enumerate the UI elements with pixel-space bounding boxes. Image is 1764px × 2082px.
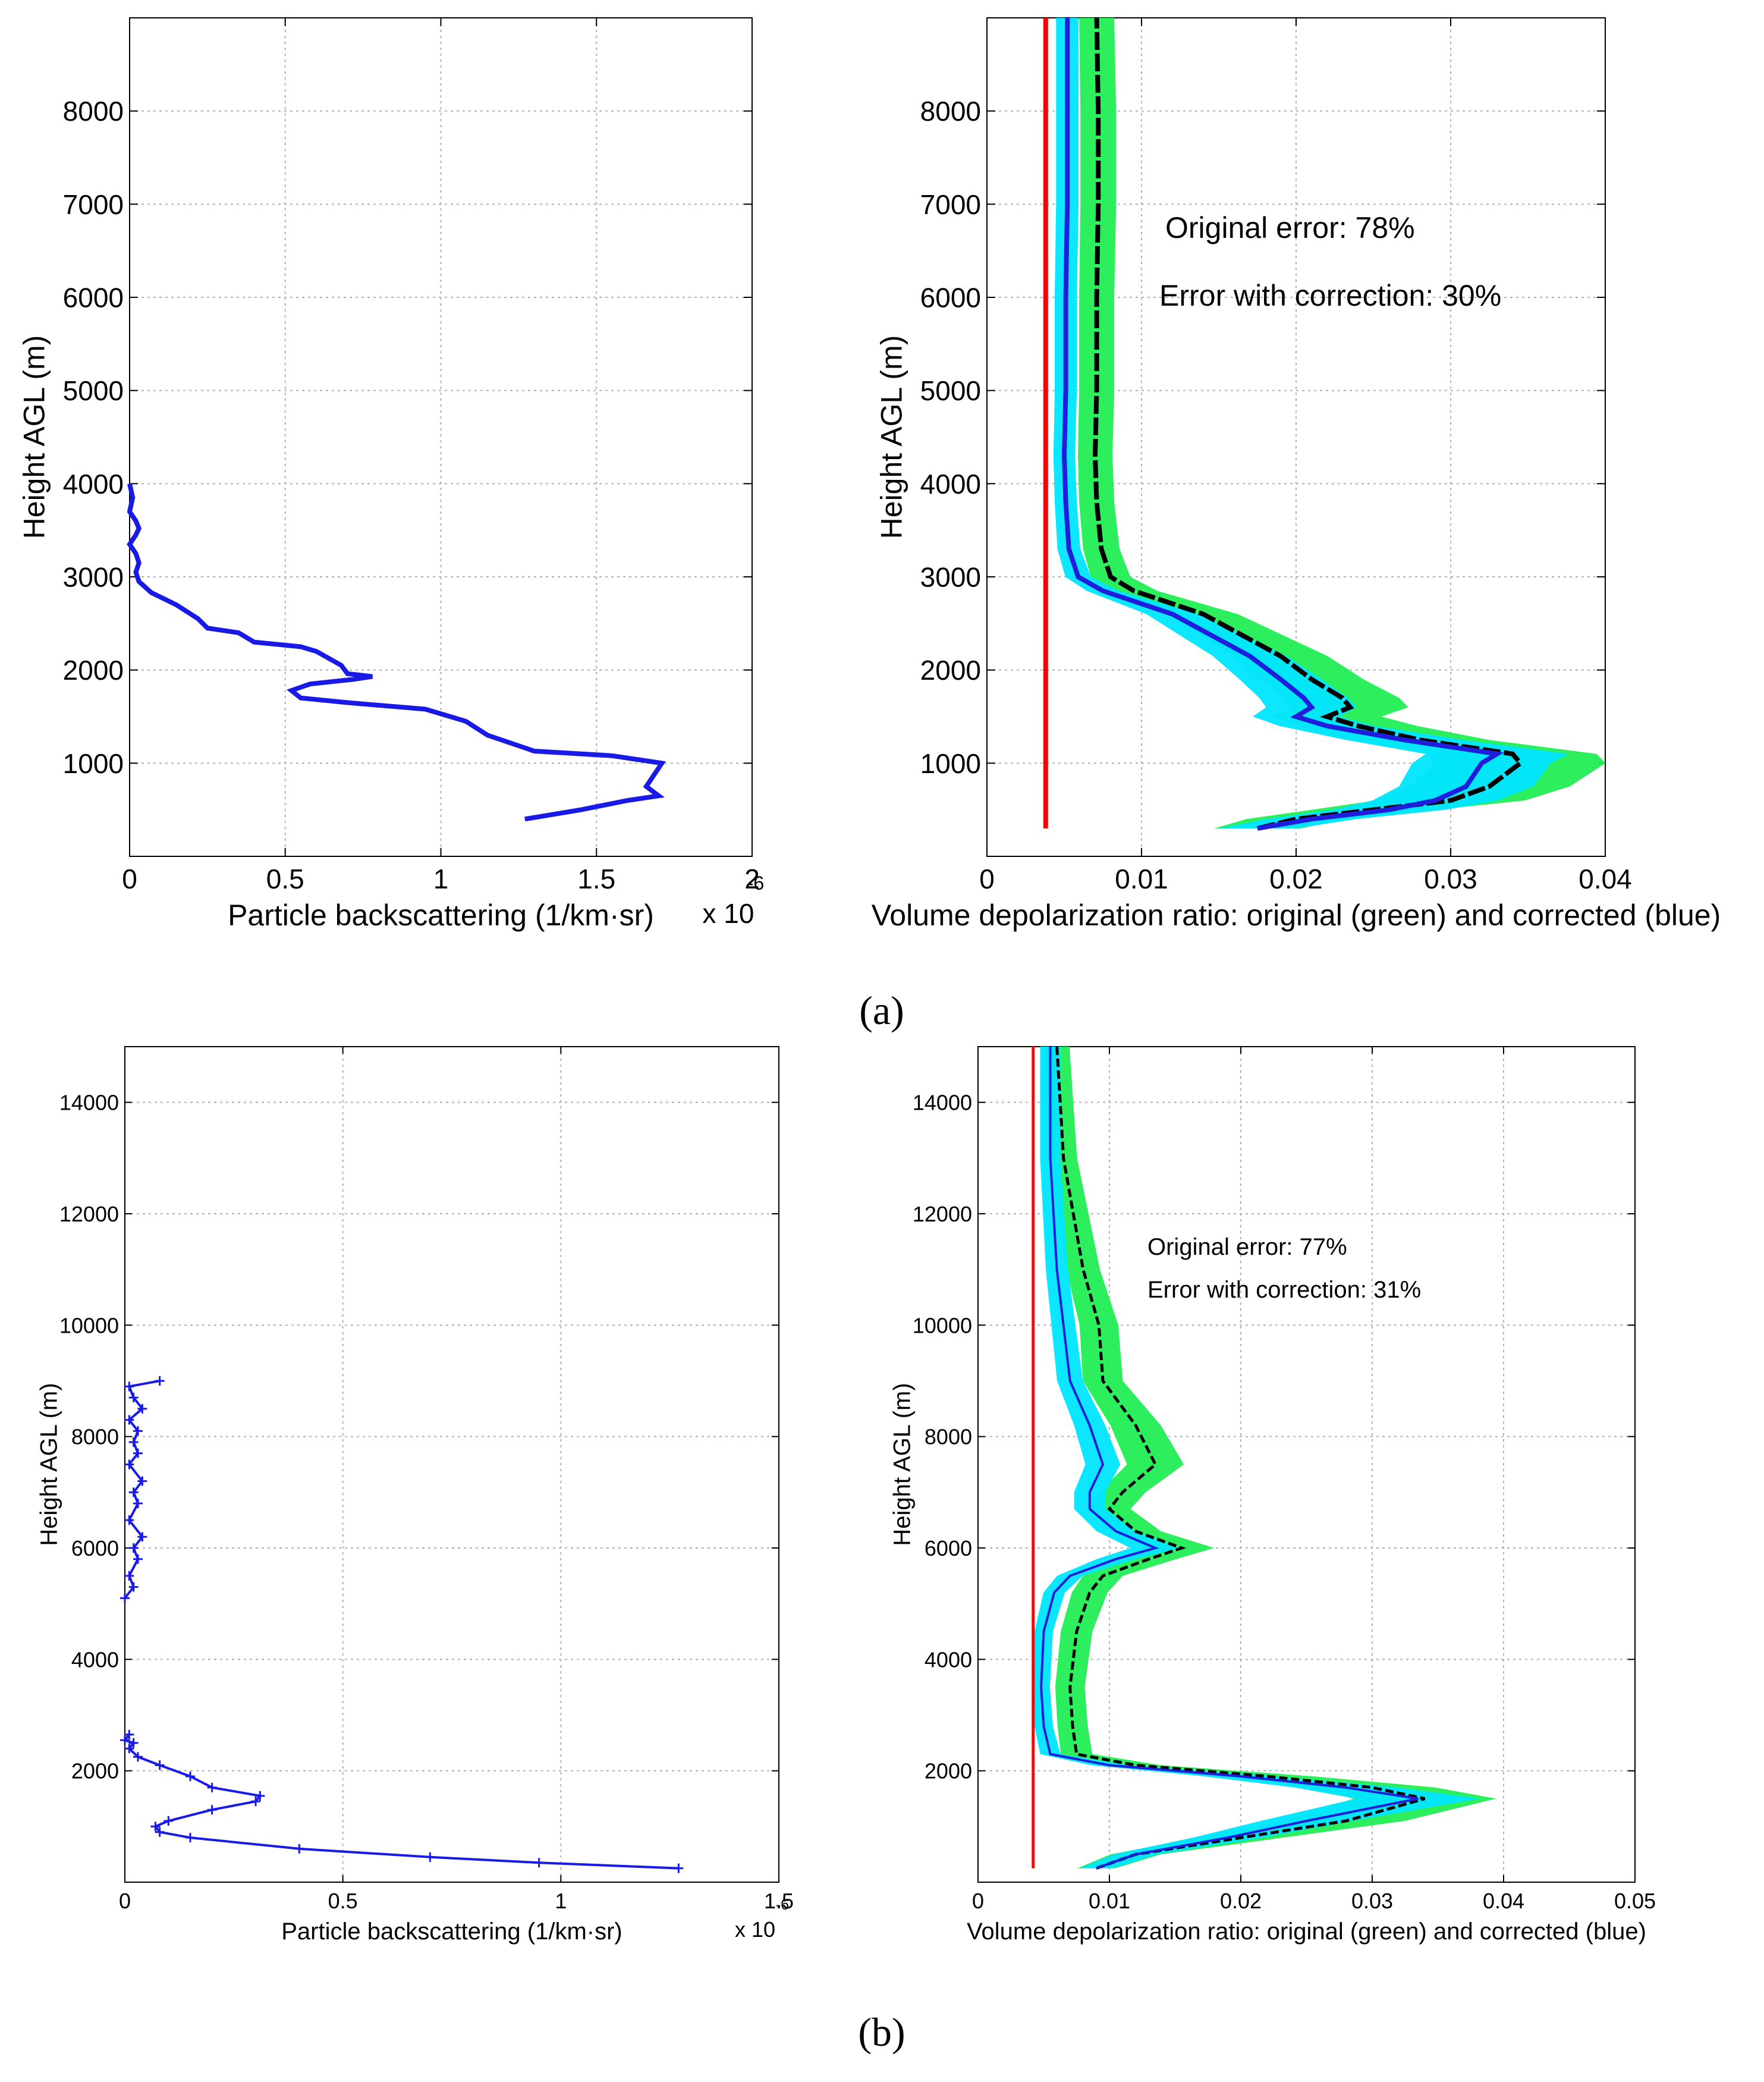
chart1-y-tick-label: 8000 <box>63 96 124 127</box>
chart1-y-tick-label: 2000 <box>63 655 124 686</box>
chart2-y-tick-label: 4000 <box>920 469 981 500</box>
chart4-y-tick-label: 6000 <box>925 1536 972 1560</box>
chart4-y-axis-label: Height AGL (m) <box>889 1383 916 1546</box>
chart2-corrected-series-line <box>1061 18 1504 831</box>
chart1-y-tick-label: 6000 <box>63 282 124 313</box>
chart3-x-tick-label: 0 <box>119 1889 131 1913</box>
chart1-backscatter-series-1 <box>127 483 666 822</box>
chart4-corrected-series-line <box>1040 1047 1419 1870</box>
chart2-y-tick-label: 8000 <box>920 96 981 127</box>
chart1-y-tick-label: 3000 <box>63 562 124 593</box>
chart1-y-tick-label: 4000 <box>63 469 124 500</box>
chart3-y-tick-label: 2000 <box>71 1759 119 1783</box>
chart1-x-tick-label: 1 <box>433 863 449 894</box>
chart3-x-multiplier: x 10 <box>735 1917 775 1942</box>
chart2-y-axis-label: Height AGL (m) <box>875 335 908 539</box>
chart3-plot-frame <box>124 1046 779 1883</box>
chart2-annotation-1: Original error: 78% <box>1165 211 1415 244</box>
chart1-y-tick-label: 1000 <box>63 748 124 779</box>
chart1-x-tick-label: 0.5 <box>266 863 304 894</box>
chart4-x-tick-label: 0.02 <box>1220 1889 1262 1913</box>
chart2-y-tick-label: 1000 <box>920 748 981 779</box>
chart2-x-tick-label: 0.03 <box>1424 863 1477 894</box>
panel-label-b: (b) <box>858 2009 905 2055</box>
chart1-y-tick-label: 5000 <box>63 375 124 406</box>
chart4-y-tick-label: 14000 <box>913 1091 972 1115</box>
chart2-corrected-error-band <box>1053 18 1569 828</box>
chart2-original-series-line <box>1092 17 1524 831</box>
chart1-y-tick-label: 7000 <box>63 189 124 220</box>
chart4-y-tick-label: 4000 <box>925 1647 972 1672</box>
chart4-x-tick-label: 0.04 <box>1483 1889 1524 1913</box>
chart4-original-series-line <box>1055 1046 1426 1870</box>
chart3-backscatter-series-1 <box>122 1734 679 1870</box>
chart3-y-tick-label: 6000 <box>71 1536 119 1560</box>
chart2-y-tick-label: 7000 <box>920 189 981 220</box>
chart4-y-tick-label: 12000 <box>913 1202 972 1226</box>
chart4-y-tick-label: 8000 <box>925 1425 972 1449</box>
chart2-y-tick-label: 3000 <box>920 562 981 593</box>
chart3-x-tick-label: 0.5 <box>328 1889 358 1913</box>
chart4-original-error-band <box>1044 1047 1496 1869</box>
chart1-x-exponent: -6 <box>747 872 765 894</box>
chart3-y-tick-label: 14000 <box>59 1091 119 1115</box>
chart1-y-axis-label: Height AGL (m) <box>18 335 51 539</box>
chart3-x-exponent: -6 <box>776 1896 789 1913</box>
chart3-x-axis-label: Particle backscattering (1/km·sr) <box>281 1918 622 1945</box>
chart4-y-tick-label: 10000 <box>913 1313 972 1337</box>
chart4-x-axis-label: Volume depolarization ratio: original (g… <box>967 1918 1646 1945</box>
chart3-y-tick-label: 10000 <box>59 1313 119 1337</box>
chart2-x-tick-label: 0.04 <box>1579 863 1632 894</box>
chart4-y-tick-label: 2000 <box>925 1759 972 1783</box>
chart2-x-tick-label: 0.01 <box>1115 863 1168 894</box>
panel-label-a: (a) <box>859 988 904 1033</box>
chart2-y-tick-label: 5000 <box>920 375 981 406</box>
chart2-x-tick-label: 0.02 <box>1269 863 1323 894</box>
chart4-annotation-2: Error with correction: 31% <box>1147 1277 1421 1303</box>
chart1-x-tick-label: 2 <box>744 863 760 894</box>
chart4-plot-frame <box>977 1046 1636 1883</box>
chart3-x-tick-label: 1.5 <box>764 1889 794 1913</box>
chart4-x-tick-label: 0.03 <box>1351 1889 1393 1913</box>
chart4-x-tick-label: 0.05 <box>1614 1889 1656 1913</box>
chart4-annotation-1: Original error: 77% <box>1147 1234 1347 1260</box>
chart2-x-tick-label: 0 <box>979 863 995 894</box>
chart3-x-tick-label: 1 <box>555 1889 567 1913</box>
chart3-y-axis-label: Height AGL (m) <box>36 1383 62 1546</box>
chart3-y-tick-label: 12000 <box>59 1202 119 1226</box>
chart2-y-tick-label: 2000 <box>920 655 981 686</box>
chart1-x-multiplier: x 10 <box>703 898 754 929</box>
chart3-y-tick-label: 8000 <box>71 1425 119 1449</box>
chart1-x-tick-label: 1.5 <box>577 863 615 894</box>
chart2-x-axis-label: Volume depolarization ratio: original (g… <box>872 899 1721 932</box>
chart1-x-tick-label: 0 <box>122 863 137 894</box>
chart2-y-tick-label: 6000 <box>920 282 981 313</box>
chart4-x-tick-label: 0 <box>972 1889 984 1913</box>
chart4-x-tick-label: 0.01 <box>1089 1889 1130 1913</box>
chart1-x-axis-label: Particle backscattering (1/km·sr) <box>228 899 654 932</box>
chart2-annotation-2: Error with correction: 30% <box>1159 279 1501 312</box>
chart3-y-tick-label: 4000 <box>71 1647 119 1672</box>
